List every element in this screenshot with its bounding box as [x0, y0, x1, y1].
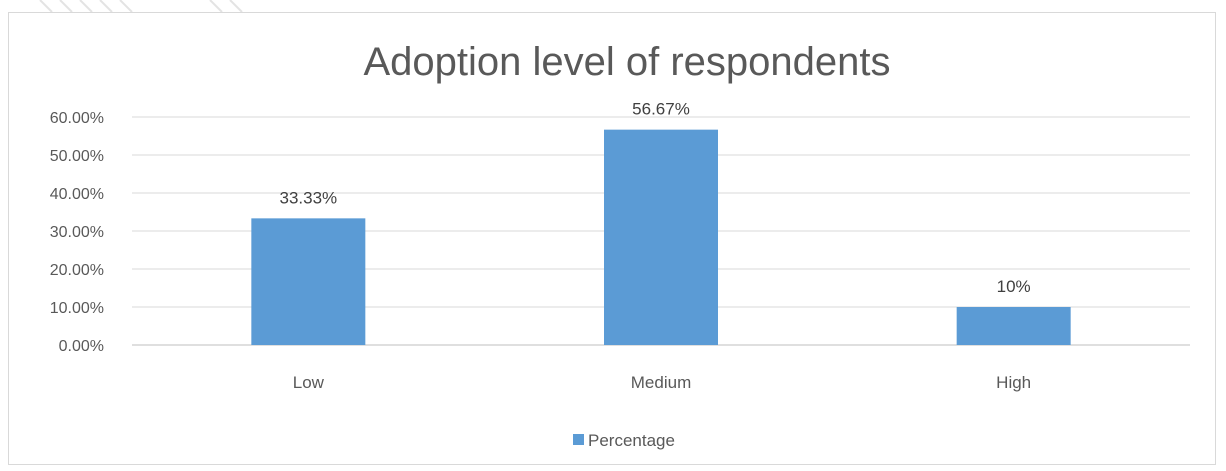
category-label-high: High — [996, 373, 1031, 392]
bar-low — [251, 218, 366, 345]
y-tick-label: 30.00% — [50, 224, 104, 241]
y-tick-label: 20.00% — [50, 262, 104, 279]
y-tick-label: 40.00% — [50, 186, 104, 203]
data-labels: 33.33% 56.67% 10% — [279, 100, 1030, 296]
category-label-medium: Medium — [631, 373, 691, 392]
data-label-medium: 56.67% — [632, 100, 690, 119]
legend-swatch — [573, 434, 584, 445]
bars — [251, 129, 1071, 345]
legend-label: Percentage — [588, 431, 675, 450]
data-label-high: 10% — [997, 277, 1031, 296]
legend: Percentage — [573, 431, 675, 450]
data-label-low: 33.33% — [279, 188, 337, 207]
corner-decoration — [0, 0, 300, 12]
bar-high — [956, 307, 1071, 345]
y-tick-label: 60.00% — [50, 110, 104, 127]
bar-medium — [604, 129, 718, 345]
y-tick-label: 0.00% — [59, 338, 104, 355]
chart-title: Adoption level of respondents — [363, 40, 890, 84]
category-label-low: Low — [293, 373, 325, 392]
y-tick-label: 50.00% — [50, 148, 104, 165]
y-axis-ticks: 0.00% 10.00% 20.00% 30.00% 40.00% 50.00% 60.00… — [50, 110, 104, 355]
x-axis-categories: Low Medium High — [293, 373, 1031, 392]
y-tick-label: 10.00% — [50, 300, 104, 317]
